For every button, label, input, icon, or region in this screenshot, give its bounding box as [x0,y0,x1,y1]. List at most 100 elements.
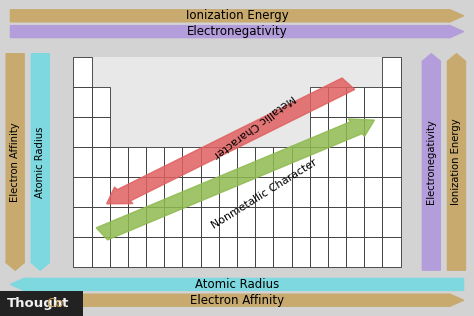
Bar [219,237,237,267]
FancyArrow shape [107,78,355,204]
FancyArrow shape [96,119,374,240]
Bar [201,237,219,267]
Bar [273,237,292,267]
Bar [310,117,328,147]
Bar [255,147,273,177]
Bar [364,207,383,237]
Bar [383,87,401,117]
Bar [273,177,292,207]
Text: Metallic Character: Metallic Character [211,93,296,160]
Bar [346,207,364,237]
Bar [73,117,91,147]
Bar [364,177,383,207]
Bar [328,117,346,147]
Bar [273,147,292,177]
Bar [219,177,237,207]
Bar [383,177,401,207]
Bar [91,237,110,267]
Bar [201,207,219,237]
Bar [328,147,346,177]
Bar [201,147,219,177]
FancyArrow shape [6,54,25,270]
Bar [328,237,346,267]
Bar [383,117,401,147]
Text: Ionization Energy: Ionization Energy [451,118,462,205]
Bar [310,87,328,117]
Text: Electronegativity: Electronegativity [426,119,437,204]
Bar [110,207,128,237]
Bar [164,207,182,237]
Bar [383,147,401,177]
Bar [346,87,364,117]
Bar [364,147,383,177]
Bar [73,237,91,267]
Bar [164,147,182,177]
Bar [182,177,201,207]
Bar [164,177,182,207]
Bar [146,237,164,267]
Bar [128,207,146,237]
Bar [383,237,401,267]
Bar [328,87,346,117]
Text: Electron Affinity: Electron Affinity [190,294,284,307]
Bar [292,207,310,237]
Bar [146,177,164,207]
Bar [73,207,91,237]
Bar [364,237,383,267]
Bar [219,147,237,177]
Bar [91,207,110,237]
Bar [383,207,401,237]
Text: Co.: Co. [46,297,67,310]
Bar [73,57,401,267]
Bar [310,237,328,267]
FancyArrow shape [10,294,464,307]
Text: Atomic Radius: Atomic Radius [35,126,46,198]
Bar [273,207,292,237]
Bar [310,177,328,207]
Bar [91,177,110,207]
Bar [292,147,310,177]
Bar [237,237,255,267]
FancyArrow shape [10,278,464,291]
Text: Thought: Thought [7,297,70,310]
Bar [255,207,273,237]
Bar [310,207,328,237]
Bar [182,237,201,267]
Bar [364,87,383,117]
Bar [237,207,255,237]
Text: Ionization Energy: Ionization Energy [186,9,288,22]
Bar [110,237,128,267]
Bar [128,237,146,267]
Bar [182,147,201,177]
Bar [364,117,383,147]
Bar [128,147,146,177]
Bar [237,177,255,207]
Bar [292,237,310,267]
Bar [328,207,346,237]
Bar [146,147,164,177]
Bar [237,147,255,177]
Text: Nonmetallic Character: Nonmetallic Character [210,158,319,231]
FancyArrow shape [422,54,441,270]
Bar [346,177,364,207]
Bar [310,147,328,177]
Bar [346,117,364,147]
FancyArrow shape [10,25,464,38]
FancyArrow shape [31,54,50,270]
Bar [383,57,401,87]
Bar [255,177,273,207]
Bar [346,237,364,267]
Bar [219,207,237,237]
Text: Atomic Radius: Atomic Radius [195,278,279,291]
Bar [292,177,310,207]
Bar [91,117,110,147]
Bar [255,237,273,267]
Bar [0,291,83,316]
FancyArrow shape [10,9,464,22]
Bar [73,147,91,177]
Bar [182,207,201,237]
Bar [91,87,110,117]
Text: Electron Affinity: Electron Affinity [10,122,20,202]
Bar [73,87,91,117]
Bar [128,177,146,207]
